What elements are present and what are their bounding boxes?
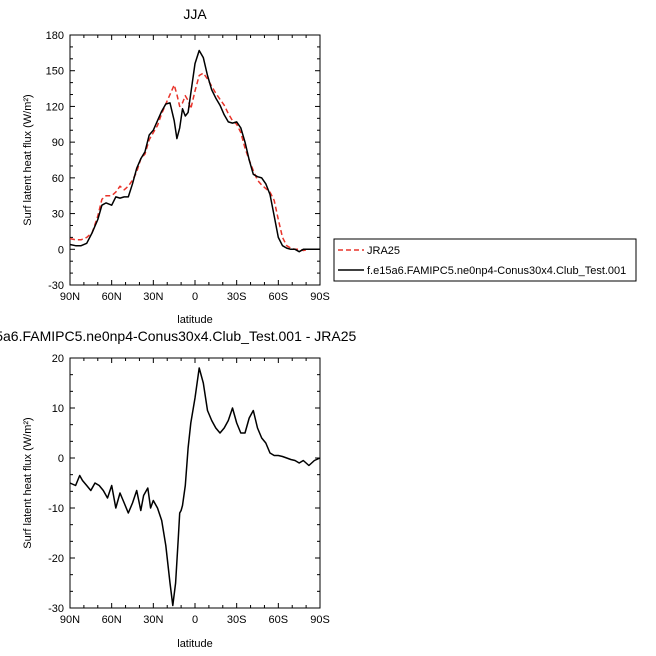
top-x-axis: 90N 60N 30N 0 30S 60S 90S xyxy=(60,35,330,303)
bottom-series-line-0 xyxy=(69,367,321,607)
legend-box xyxy=(333,238,637,282)
top-x-tick-label: 30N xyxy=(143,291,163,303)
bottom-y-tick-label: 20 xyxy=(52,353,64,365)
top-y-tick-label: 150 xyxy=(46,66,64,78)
top-y-tick-label: -30 xyxy=(48,280,64,292)
top-y-axis: -30 0 30 60 90 120 150 180 xyxy=(46,30,320,292)
bottom-x-tick-label: 30N xyxy=(143,614,163,626)
legend-label-model: f.e15a6.FAMIPC5.ne0np4-Conus30x4.Club_Te… xyxy=(367,265,626,277)
bottom-panel: e15a6.FAMIPC5.ne0np4-Conus30x4.Club_Test… xyxy=(0,328,357,650)
legend-label-jra25: JRA25 xyxy=(367,245,400,257)
top-x-tick-label: 90S xyxy=(310,291,330,303)
bottom-series-lines xyxy=(69,367,321,607)
top-x-tick-label: 0 xyxy=(192,291,198,303)
bottom-y-tick-label: 0 xyxy=(58,453,64,465)
top-x-tick-label: 60S xyxy=(269,291,289,303)
top-series-line-0 xyxy=(69,72,320,252)
bottom-x-tick-label: 30S xyxy=(227,614,247,626)
top-panel: JJA -30 0 30 60 90 120 150 180 90N 60N 30N 0 30S 60S… xyxy=(22,6,330,326)
top-series-lines xyxy=(69,49,320,253)
bottom-y-tick-label: -30 xyxy=(48,603,64,615)
top-y-axis-label: Surf latent heat flux (W/m²) xyxy=(22,94,34,225)
bottom-y-tick-label: -20 xyxy=(48,553,64,565)
top-y-tick-label: 30 xyxy=(52,209,64,221)
top-y-tick-label: 0 xyxy=(58,244,64,256)
bottom-y-tick-label: 10 xyxy=(52,403,64,415)
bottom-chart-title: e15a6.FAMIPC5.ne0np4-Conus30x4.Club_Test… xyxy=(0,328,357,344)
bottom-x-axis: 90N 60N 30N 0 30S 60S 90S xyxy=(60,358,330,626)
top-y-tick-label: 90 xyxy=(52,137,64,149)
legend: JRA25 f.e15a6.FAMIPC5.ne0np4-Conus30x4.C… xyxy=(333,238,637,282)
bottom-x-tick-label: 90S xyxy=(310,614,330,626)
top-x-tick-label: 60N xyxy=(102,291,122,303)
top-x-tick-label: 90N xyxy=(60,291,80,303)
top-x-tick-label: 30S xyxy=(227,291,247,303)
bottom-x-tick-label: 0 xyxy=(192,614,198,626)
bottom-x-tick-label: 90N xyxy=(60,614,80,626)
top-plot-frame xyxy=(69,34,321,286)
top-x-axis-label: latitude xyxy=(177,314,212,326)
bottom-y-tick-label: -10 xyxy=(48,503,64,515)
top-y-tick-label: 120 xyxy=(46,101,64,113)
top-y-tick-label: 60 xyxy=(52,173,64,185)
top-series-line-1 xyxy=(69,49,320,253)
bottom-y-axis: -30 -20 -10 0 10 20 xyxy=(48,353,320,615)
top-chart-title: JJA xyxy=(183,6,207,22)
top-y-tick-label: 180 xyxy=(46,30,64,42)
bottom-x-tick-label: 60N xyxy=(102,614,122,626)
bottom-y-axis-label: Surf latent heat flux (W/m²) xyxy=(22,417,34,548)
bottom-x-axis-label: latitude xyxy=(177,638,212,650)
bottom-x-tick-label: 60S xyxy=(269,614,289,626)
